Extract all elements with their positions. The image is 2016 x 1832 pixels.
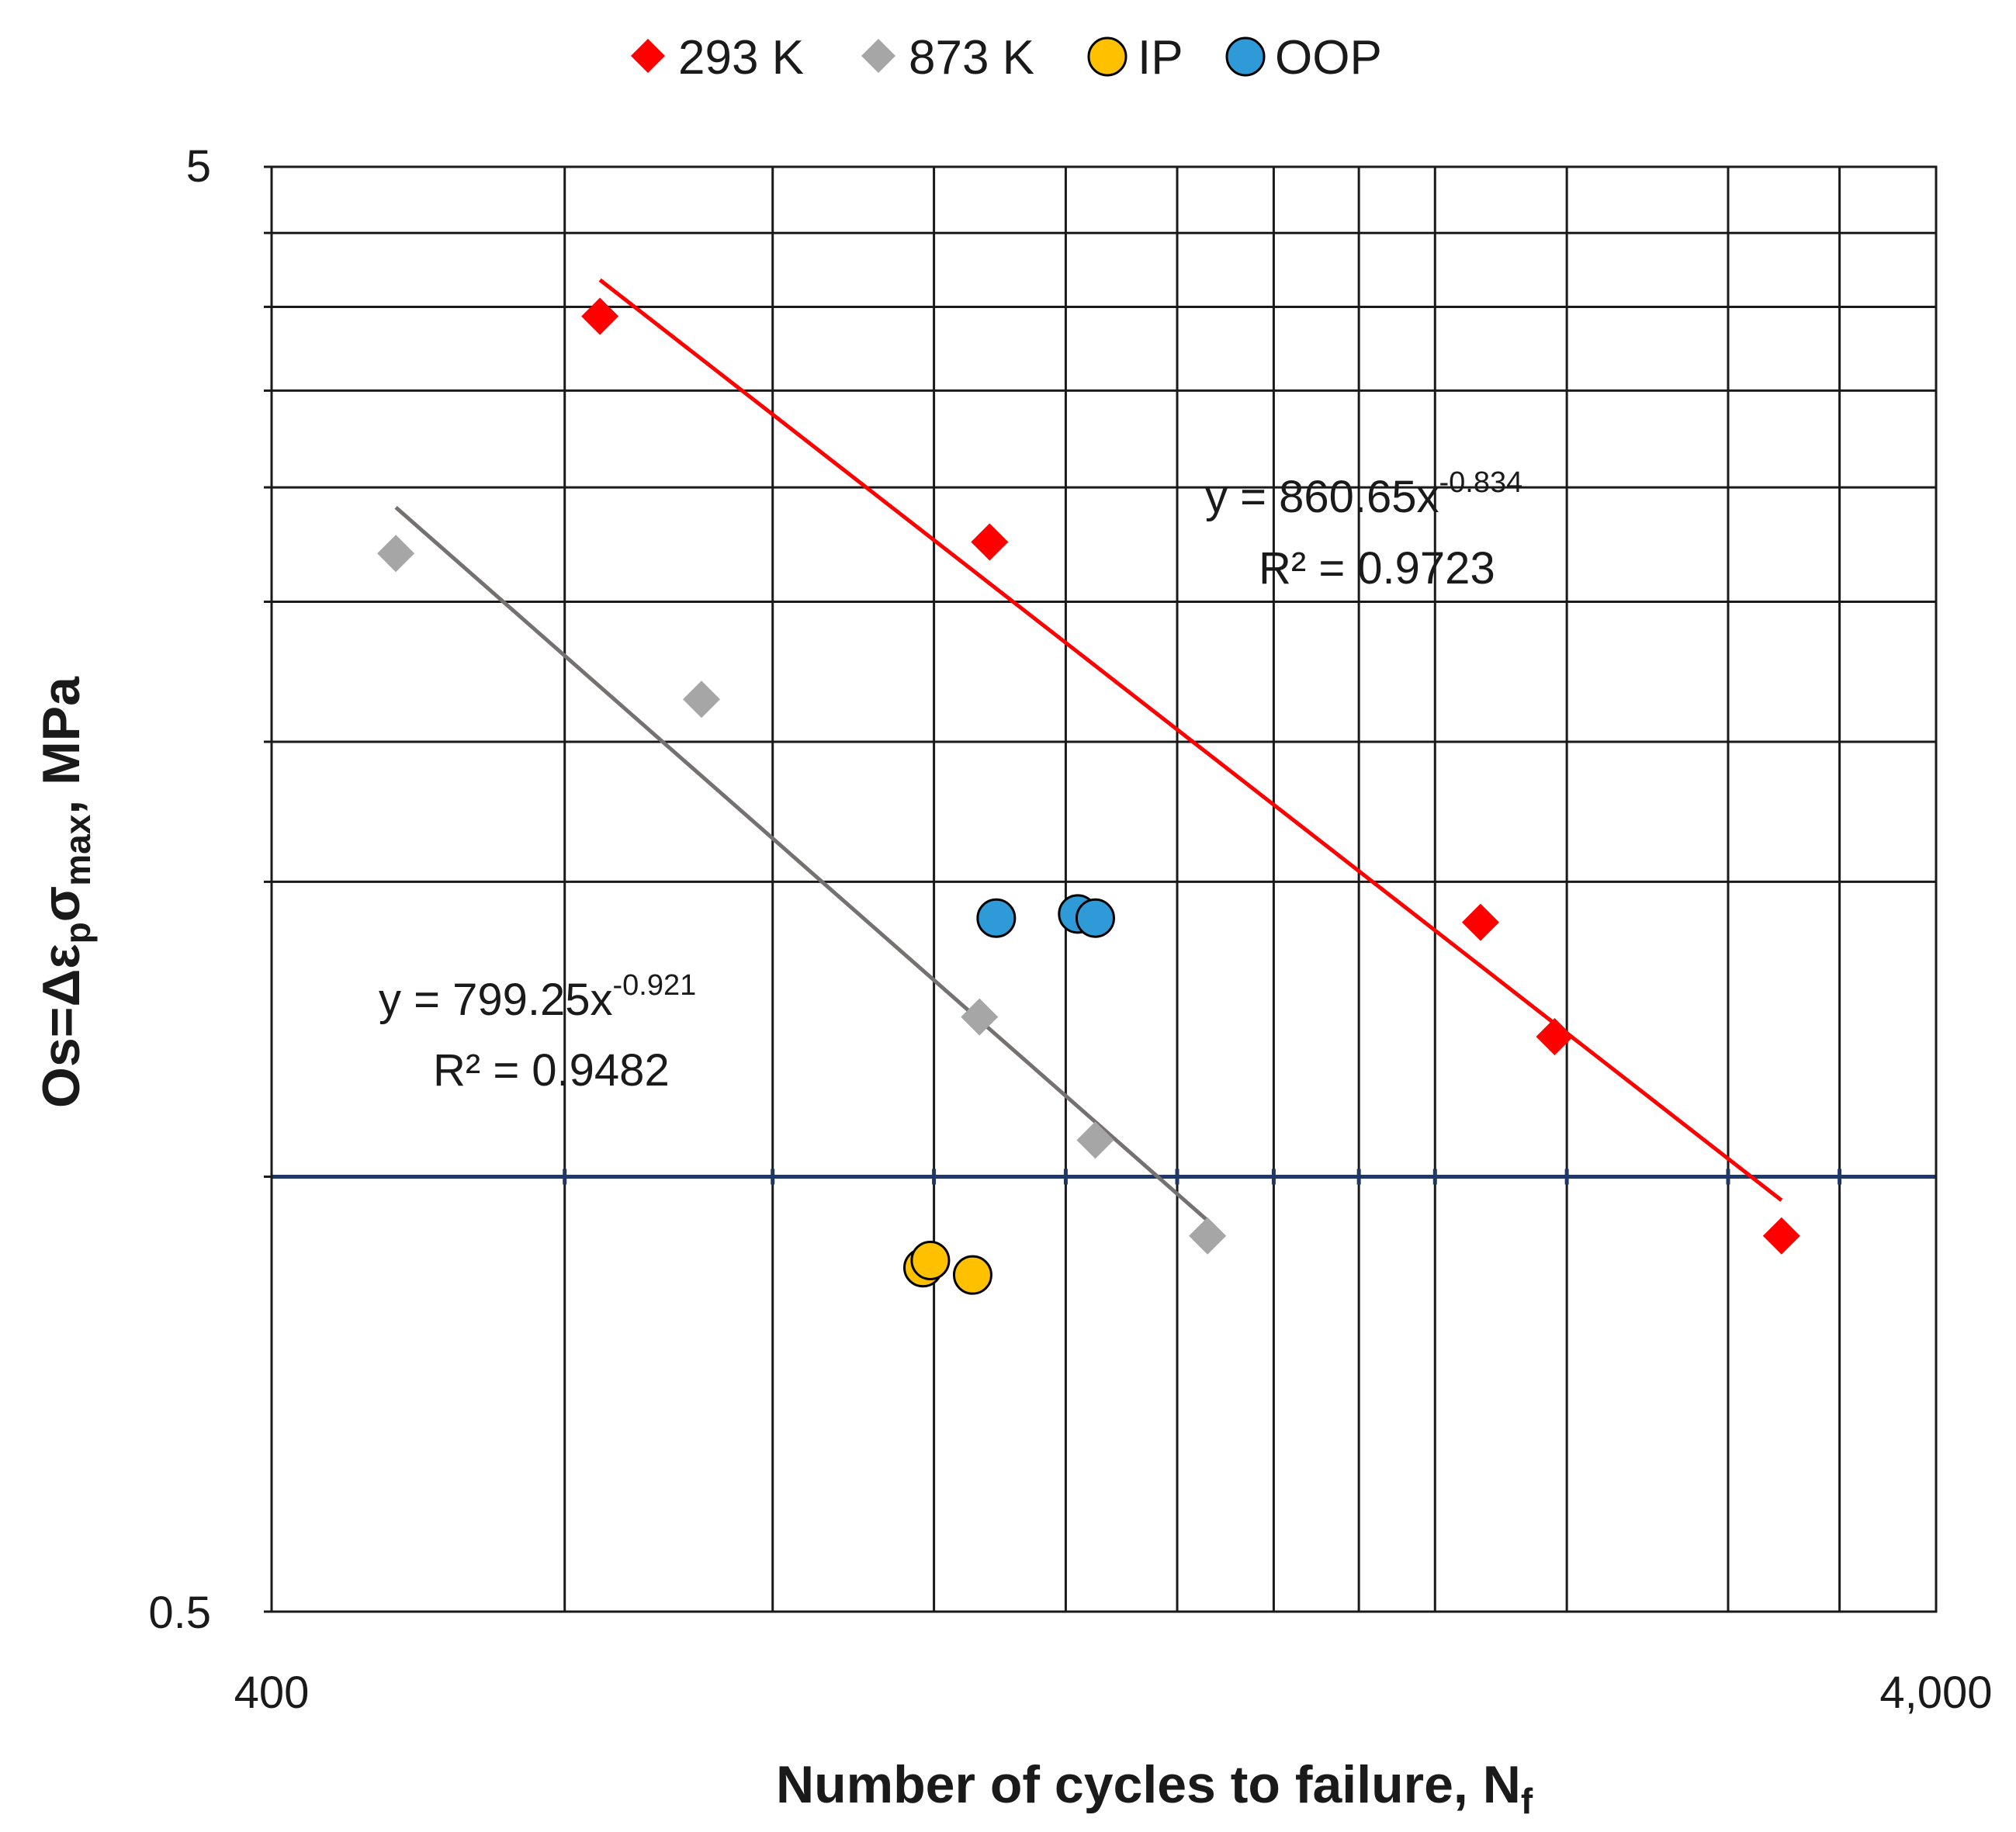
trend-r2-873k: R² = 0.9482 [433, 1045, 670, 1096]
legend-marker-293k [631, 39, 665, 73]
data-point-293k [1536, 1018, 1574, 1056]
legend-marker-873k [861, 39, 895, 73]
y-tick-label-top: 5 [186, 141, 211, 192]
trend-r2-293k: R² = 0.9723 [1259, 543, 1495, 594]
data-point-oop [1075, 898, 1115, 938]
data-point-873k [961, 998, 999, 1036]
data-point-873k [683, 681, 721, 719]
legend-label-ip: IP [1138, 31, 1183, 85]
data-point-ip [910, 1240, 951, 1280]
y-axis-ticks [264, 165, 272, 1613]
legend: 293 K 873 K IP OOP [631, 31, 1382, 85]
trend-equation-293k: y = 860.65x-0.834 [1205, 466, 1522, 522]
data-point-oop [976, 898, 1017, 938]
trendline-873k [394, 505, 1209, 1222]
data-point-293k [1762, 1217, 1800, 1255]
plot-frame [270, 165, 1938, 1613]
data-point-293k [971, 523, 1009, 561]
legend-marker-oop [1225, 36, 1266, 77]
trend-equation-873k: y = 799.25x-0.921 [379, 969, 696, 1025]
y-tick-label-bottom: 0.5 [148, 1588, 211, 1638]
x-axis-title: Number of cycles to failure, Nf [776, 1755, 1533, 1821]
legend-label-873k: 873 K [909, 31, 1034, 85]
legend-label-293k: 293 K [678, 31, 804, 85]
plot-area [270, 165, 1938, 1613]
legend-marker-ip [1087, 36, 1128, 77]
legend-label-oop: OOP [1275, 31, 1382, 85]
x-tick-label-right: 4,000 [1879, 1668, 1992, 1718]
data-point-873k [377, 535, 415, 573]
data-point-293k [581, 297, 619, 335]
y-axis-title: Os=Δεpσmax, MPa [32, 676, 98, 1108]
data-point-873k [1076, 1121, 1114, 1159]
trendline-293k [598, 278, 1783, 1202]
data-point-ip [952, 1255, 992, 1295]
data-point-293k [1461, 903, 1499, 941]
data-point-873k [1189, 1217, 1227, 1255]
x-tick-label-left: 400 [234, 1668, 310, 1718]
